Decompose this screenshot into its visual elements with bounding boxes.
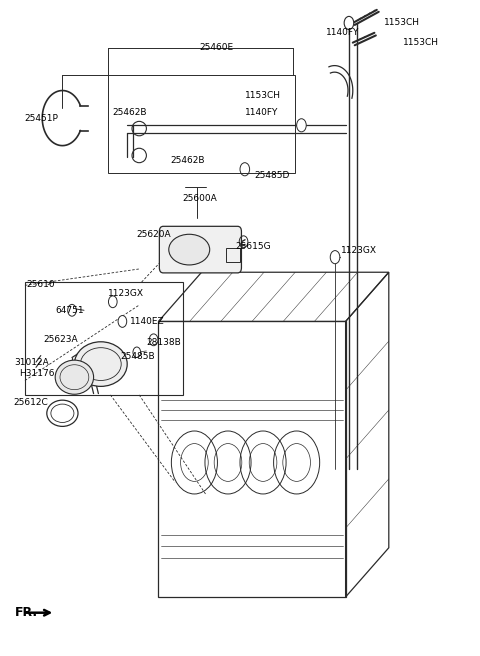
- Ellipse shape: [74, 342, 127, 386]
- Text: 1153CH: 1153CH: [384, 18, 420, 28]
- Text: 31012A: 31012A: [14, 358, 49, 367]
- Circle shape: [240, 163, 250, 176]
- Text: 25462B: 25462B: [113, 108, 147, 117]
- Text: 1123GX: 1123GX: [108, 289, 144, 298]
- Text: 25485B: 25485B: [120, 352, 155, 361]
- Text: 28138B: 28138B: [146, 338, 181, 347]
- Text: 25600A: 25600A: [182, 194, 217, 203]
- Text: 25620A: 25620A: [137, 230, 171, 239]
- Text: 1140EZ: 1140EZ: [130, 317, 164, 326]
- Text: 25615G: 25615G: [235, 242, 271, 251]
- Text: FR.: FR.: [14, 606, 37, 619]
- Circle shape: [344, 16, 354, 30]
- Text: 1153CH: 1153CH: [403, 38, 439, 47]
- Text: 25451P: 25451P: [24, 113, 58, 123]
- Circle shape: [149, 334, 158, 346]
- Text: 25612C: 25612C: [13, 398, 48, 407]
- Bar: [226, 248, 240, 262]
- Circle shape: [330, 251, 340, 264]
- Circle shape: [118, 316, 127, 327]
- Text: 1123GX: 1123GX: [341, 246, 377, 255]
- Text: 25462B: 25462B: [170, 155, 205, 165]
- Text: 1140FY: 1140FY: [245, 108, 278, 117]
- Text: 25485D: 25485D: [254, 171, 290, 180]
- Text: 25460E: 25460E: [199, 43, 233, 52]
- Text: H31176: H31176: [19, 369, 55, 379]
- Circle shape: [297, 119, 306, 132]
- Bar: [25, 282, 183, 395]
- Circle shape: [108, 296, 117, 308]
- Text: 25623A: 25623A: [43, 335, 78, 344]
- Circle shape: [133, 347, 141, 358]
- Text: 1153CH: 1153CH: [245, 91, 281, 100]
- Text: 64751: 64751: [55, 306, 84, 315]
- FancyBboxPatch shape: [159, 226, 241, 273]
- Ellipse shape: [169, 234, 210, 265]
- Circle shape: [68, 304, 76, 316]
- Ellipse shape: [55, 360, 94, 394]
- Text: 1140FY: 1140FY: [326, 28, 360, 37]
- Bar: [108, 75, 295, 173]
- Text: 25610: 25610: [26, 280, 55, 289]
